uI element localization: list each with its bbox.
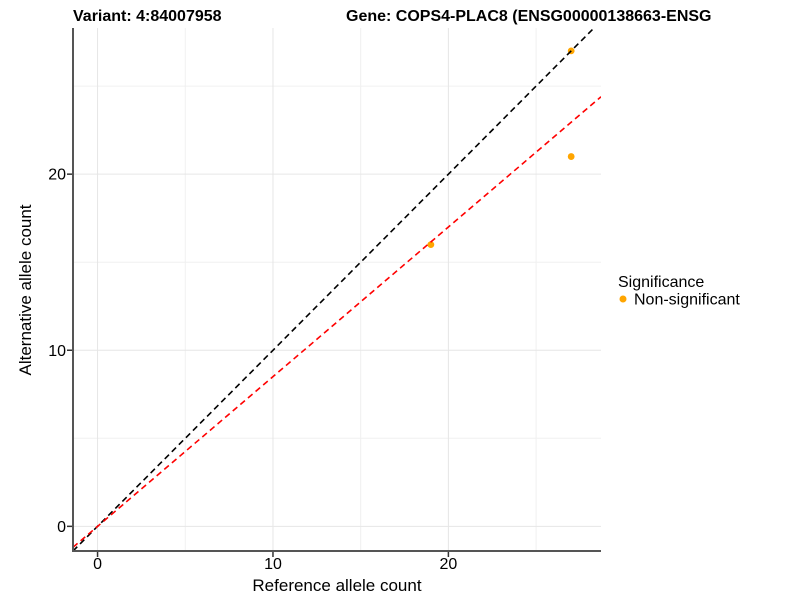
reference-lines bbox=[73, 28, 601, 551]
y-tick-label: 0 bbox=[57, 519, 66, 536]
x-tick-label: 20 bbox=[439, 556, 457, 573]
axes bbox=[72, 28, 601, 552]
tick-marks-and-labels: 0 10 20 0 10 20 bbox=[48, 167, 457, 573]
legend-items: Non-significant bbox=[619, 292, 740, 309]
x-tick-label: 0 bbox=[93, 556, 102, 573]
y-axis-label: Alternative allele count bbox=[16, 204, 35, 375]
scatter-point bbox=[427, 241, 435, 248]
legend: Significance Non-significant bbox=[618, 274, 740, 309]
grid-major bbox=[73, 28, 601, 551]
x-axis-label: Reference allele count bbox=[252, 576, 421, 595]
plot-title-variant: Variant: 4:84007958 bbox=[73, 8, 222, 25]
identity-line bbox=[73, 28, 596, 551]
scatter-points bbox=[427, 47, 575, 248]
plot-title-gene: Gene: COPS4-PLAC8 (ENSG00000138663-ENSG bbox=[346, 8, 711, 25]
legend-swatch bbox=[619, 295, 627, 303]
legend-item-label: Non-significant bbox=[634, 292, 740, 309]
legend-title: Significance bbox=[618, 274, 704, 291]
expected-ratio-line bbox=[73, 96, 601, 548]
grid-minor bbox=[73, 28, 601, 551]
y-tick-label: 20 bbox=[48, 167, 66, 184]
y-tick-label: 10 bbox=[48, 343, 66, 360]
x-tick-label: 10 bbox=[264, 556, 282, 573]
scatter-point bbox=[567, 153, 575, 160]
